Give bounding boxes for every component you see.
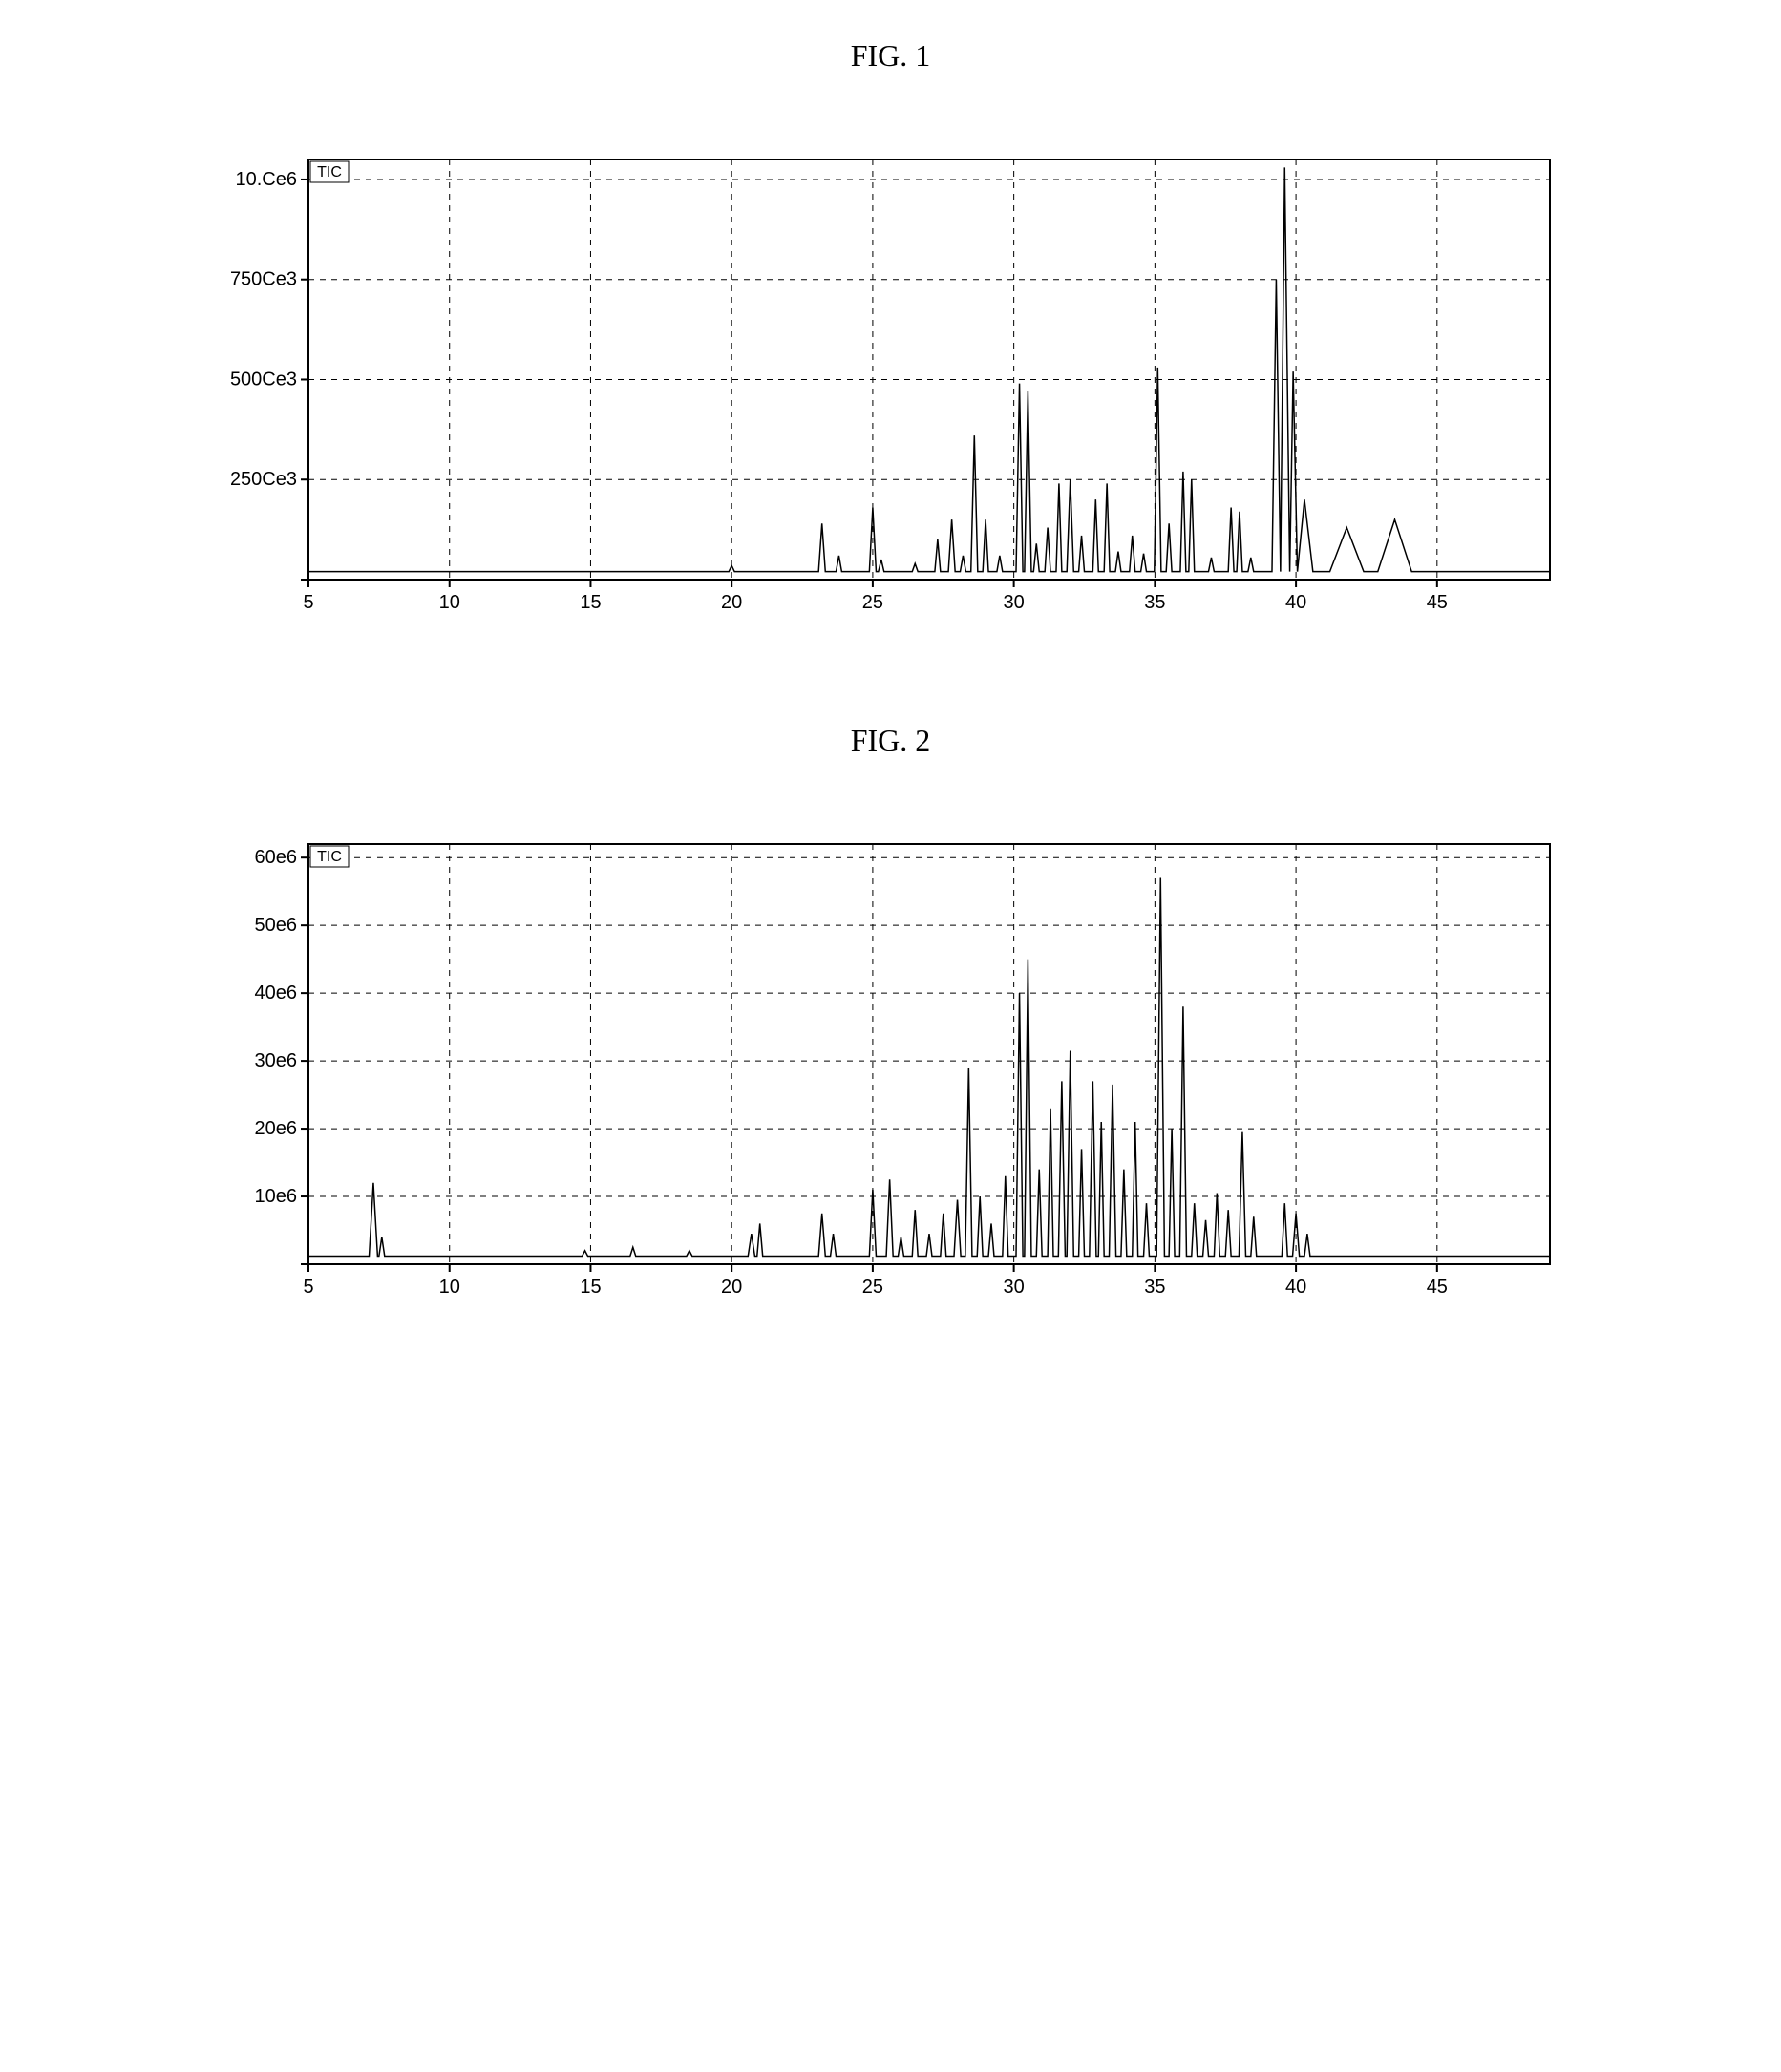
svg-text:35: 35 bbox=[1144, 1277, 1165, 1298]
svg-text:20: 20 bbox=[721, 1277, 742, 1298]
svg-text:15: 15 bbox=[580, 592, 601, 613]
svg-text:25: 25 bbox=[861, 592, 882, 613]
figure-1: FIG. 1 5 10 15 20 25 30 35 40 45 250Ce3 500Ce3 750C… bbox=[38, 38, 1743, 627]
svg-text:30: 30 bbox=[1003, 1277, 1024, 1298]
figure-1-title: FIG. 1 bbox=[38, 38, 1743, 74]
svg-text:500Ce3: 500Ce3 bbox=[229, 369, 296, 390]
svg-text:TIC: TIC bbox=[317, 164, 342, 180]
figure-2-chart: 5 10 15 20 25 30 35 40 45 10e6 20e6 30e6 40e6 50e6 60e… bbox=[223, 835, 1559, 1312]
figure-1-chart: 5 10 15 20 25 30 35 40 45 250Ce3 500Ce3 750Ce3 10.Ce… bbox=[223, 150, 1559, 627]
figure-2: FIG. 2 5 10 15 20 25 30 35 40 45 10e6 20e6 30e6 40e6… bbox=[38, 723, 1743, 1312]
svg-text:10e6: 10e6 bbox=[254, 1186, 297, 1207]
svg-text:30e6: 30e6 bbox=[254, 1050, 297, 1071]
svg-text:20e6: 20e6 bbox=[254, 1118, 297, 1139]
svg-text:25: 25 bbox=[861, 1277, 882, 1298]
svg-text:10: 10 bbox=[438, 592, 459, 613]
svg-text:45: 45 bbox=[1426, 592, 1447, 613]
svg-text:TIC: TIC bbox=[317, 849, 342, 865]
svg-text:5: 5 bbox=[303, 592, 313, 613]
svg-text:40e6: 40e6 bbox=[254, 983, 297, 1004]
svg-text:250Ce3: 250Ce3 bbox=[229, 469, 296, 490]
svg-text:30: 30 bbox=[1003, 592, 1024, 613]
svg-text:10.Ce6: 10.Ce6 bbox=[235, 169, 297, 190]
svg-text:40: 40 bbox=[1284, 1277, 1305, 1298]
fig2-svg: 5 10 15 20 25 30 35 40 45 10e6 20e6 30e6 40e6 50e6 60e… bbox=[223, 835, 1564, 1312]
svg-text:50e6: 50e6 bbox=[254, 915, 297, 936]
svg-text:750Ce3: 750Ce3 bbox=[229, 269, 296, 290]
svg-text:40: 40 bbox=[1284, 592, 1305, 613]
svg-text:35: 35 bbox=[1144, 592, 1165, 613]
svg-text:10: 10 bbox=[438, 1277, 459, 1298]
svg-text:20: 20 bbox=[721, 592, 742, 613]
figure-2-title: FIG. 2 bbox=[38, 723, 1743, 758]
svg-text:60e6: 60e6 bbox=[254, 847, 297, 868]
fig1-svg: 5 10 15 20 25 30 35 40 45 250Ce3 500Ce3 750Ce3 10.Ce… bbox=[223, 150, 1564, 627]
svg-text:15: 15 bbox=[580, 1277, 601, 1298]
svg-text:45: 45 bbox=[1426, 1277, 1447, 1298]
svg-text:5: 5 bbox=[303, 1277, 313, 1298]
